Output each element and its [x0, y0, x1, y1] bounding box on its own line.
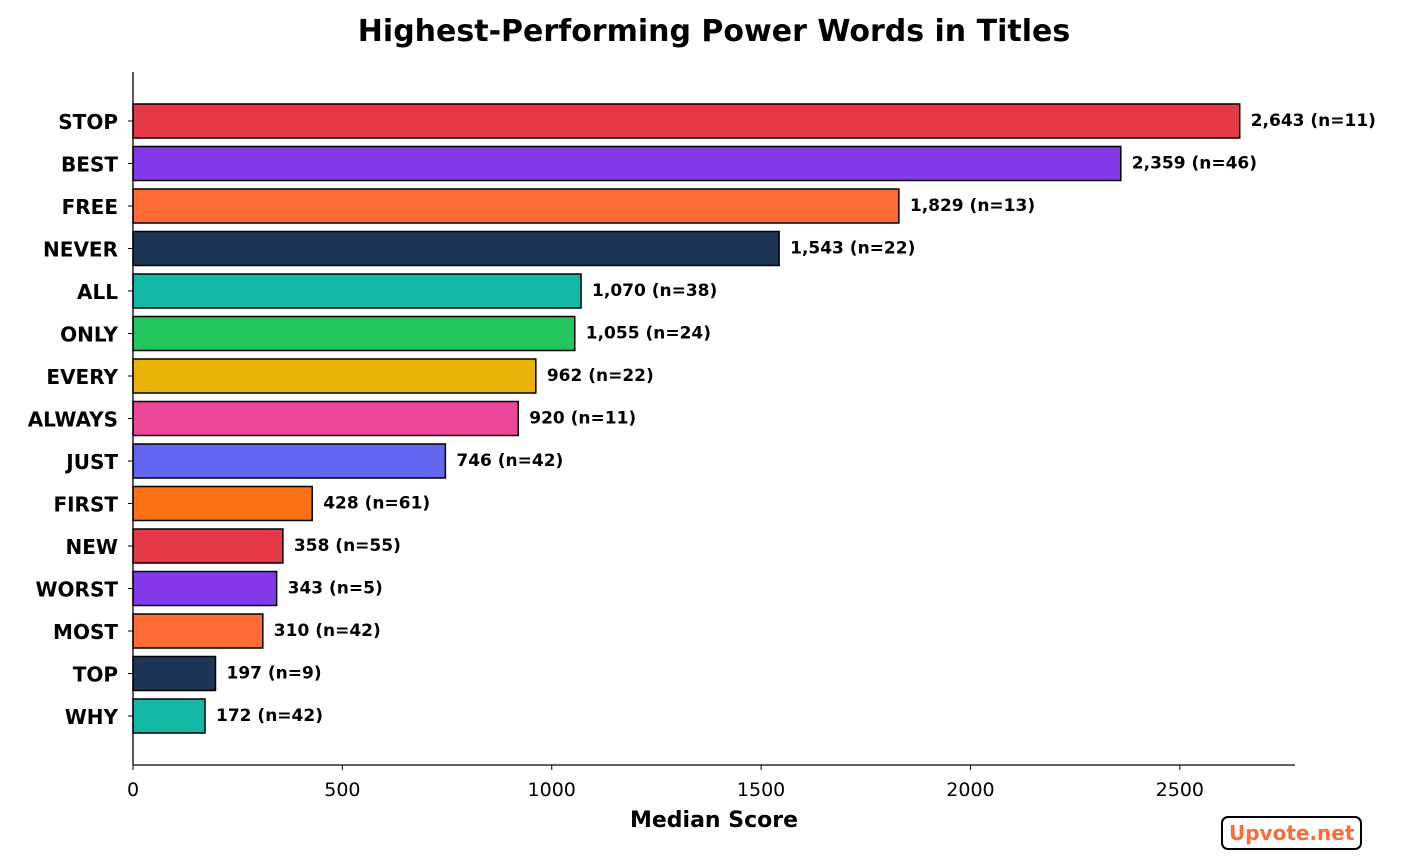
- y-tick-label: FIRST: [53, 493, 118, 517]
- y-tick-label: ALL: [77, 280, 118, 304]
- data-label: 343 (n=5): [288, 579, 383, 599]
- x-tick-label: 2500: [1156, 779, 1204, 801]
- y-tick-label: WORST: [35, 578, 118, 602]
- bar-first: [132, 485, 313, 522]
- data-label: 358 (n=55): [294, 536, 401, 556]
- bar-new: [132, 528, 284, 564]
- bar-just: [132, 443, 447, 479]
- bar-most: [132, 613, 264, 649]
- bar-never: [132, 230, 780, 267]
- data-label: 920 (n=11): [529, 409, 636, 429]
- y-tick-label: NEW: [66, 535, 118, 559]
- y-tick-label: JUST: [64, 450, 118, 474]
- data-label: 1,829 (n=13): [910, 196, 1035, 216]
- y-tick-label: ONLY: [60, 323, 118, 347]
- bar-stop: [132, 103, 1241, 139]
- x-tick-label: 2000: [946, 779, 994, 801]
- data-label: 2,359 (n=46): [1132, 154, 1257, 174]
- data-label: 962 (n=22): [547, 366, 654, 386]
- watermark-logo: Upvote.net: [1221, 816, 1363, 850]
- y-tick-label: MOST: [53, 620, 118, 644]
- bar-best: [132, 145, 1122, 182]
- data-label: 746 (n=42): [456, 451, 563, 471]
- data-label: 1,070 (n=38): [592, 281, 717, 301]
- bar-always: [132, 400, 519, 437]
- y-tick-label: FREE: [62, 195, 118, 219]
- y-tick-label: EVERY: [46, 365, 118, 389]
- bar-only: [132, 315, 576, 352]
- y-tick-label: NEVER: [43, 238, 118, 262]
- y-tick-label: TOP: [73, 663, 118, 687]
- x-tick-label: 500: [324, 779, 360, 801]
- x-tick-label: 1500: [737, 779, 785, 801]
- y-tick-label: ALWAYS: [28, 408, 118, 432]
- bar-free: [132, 188, 900, 224]
- x-tick-label: 0: [127, 779, 139, 801]
- y-tick-label: WHY: [65, 705, 119, 729]
- x-tick-label: 1000: [528, 779, 576, 801]
- y-tick-label: STOP: [58, 110, 118, 134]
- data-label: 310 (n=42): [274, 621, 381, 641]
- data-label: 197 (n=9): [226, 664, 321, 684]
- bar-why: [132, 698, 206, 734]
- x-axis-label: Median Score: [630, 808, 798, 833]
- bar-worst: [132, 570, 278, 607]
- data-label: 1,055 (n=24): [586, 324, 711, 344]
- data-label: 2,643 (n=11): [1251, 111, 1376, 131]
- chart-title: Highest-Performing Power Words in Titles: [358, 14, 1070, 49]
- bar-every: [132, 358, 537, 394]
- data-label: 1,543 (n=22): [790, 239, 915, 259]
- data-label: 428 (n=61): [323, 494, 430, 514]
- bar-top: [132, 655, 217, 692]
- bar-all: [132, 273, 582, 309]
- data-label: 172 (n=42): [216, 706, 323, 726]
- y-tick-label: BEST: [61, 153, 118, 177]
